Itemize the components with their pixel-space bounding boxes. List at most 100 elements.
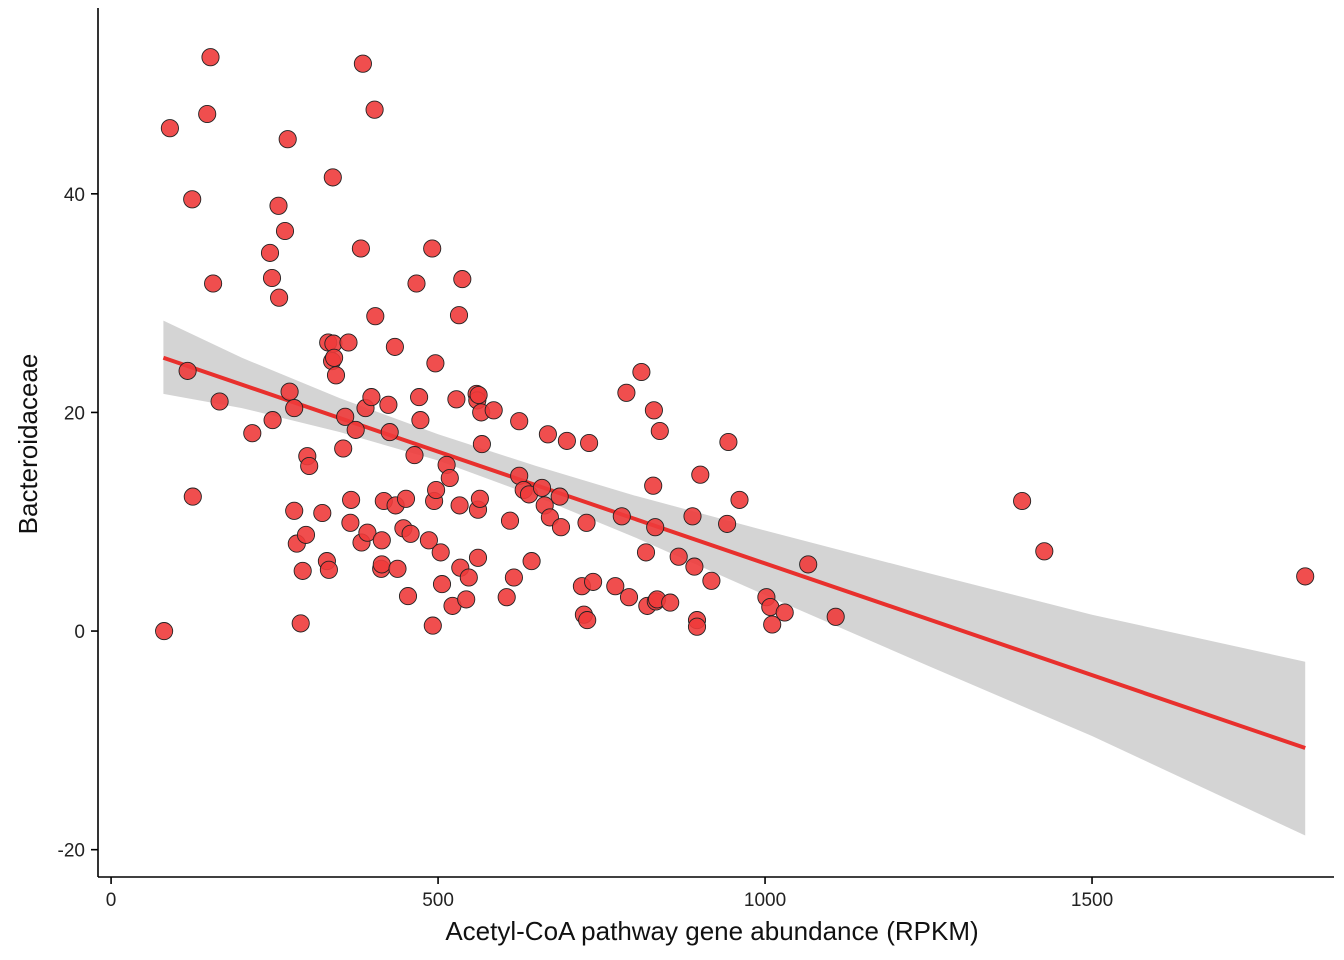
- data-point: [469, 385, 488, 405]
- data-point: [644, 476, 663, 495]
- data-point: [1035, 542, 1054, 561]
- data-point: [432, 575, 452, 594]
- data-point: [538, 425, 557, 444]
- x-tick-label: 1500: [1071, 890, 1113, 911]
- data-point: [300, 456, 319, 476]
- confidence-band: [163, 320, 1306, 836]
- x-tick-label: 0: [106, 890, 117, 911]
- data-point: [334, 439, 353, 458]
- data-point: [325, 348, 344, 367]
- data-point: [313, 503, 332, 523]
- data-point: [398, 587, 418, 606]
- data-point: [183, 190, 202, 209]
- data-point: [577, 513, 596, 532]
- data-point: [285, 501, 304, 520]
- data-point: [291, 614, 310, 633]
- data-point: [683, 507, 702, 526]
- data-point: [687, 617, 707, 636]
- data-point: [263, 411, 282, 430]
- data-point: [449, 306, 469, 325]
- data-point: [578, 611, 597, 630]
- data-point: [201, 48, 220, 67]
- data-point: [484, 401, 503, 420]
- data-point: [636, 543, 656, 562]
- data-point: [826, 607, 845, 626]
- data-point: [459, 568, 478, 587]
- data-point: [551, 518, 571, 537]
- data-point: [372, 555, 391, 574]
- data-point: [275, 221, 295, 241]
- data-point: [365, 100, 384, 119]
- data-point: [210, 392, 229, 411]
- data-point: [285, 399, 304, 418]
- y-axis-title: Bacteroidaceae: [13, 354, 43, 535]
- data-point: [323, 168, 342, 187]
- data-point: [326, 366, 346, 385]
- data-point: [580, 433, 599, 453]
- data-point: [644, 401, 663, 420]
- data-point: [1296, 567, 1315, 586]
- data-point: [293, 561, 312, 580]
- data-point: [1013, 491, 1032, 511]
- data-point: [419, 531, 438, 550]
- data-point: [510, 412, 529, 431]
- data-point: [362, 388, 381, 407]
- data-point: [691, 465, 710, 484]
- confidence-band-layer: [163, 320, 1306, 836]
- data-point: [155, 622, 174, 641]
- data-point: [366, 307, 385, 326]
- data-point: [730, 490, 749, 509]
- regression-line: [162, 355, 1306, 750]
- axes-layer: 0 500 1000 1500 -20 0 20 40: [58, 8, 1334, 911]
- data-point: [646, 518, 665, 537]
- data-point: [260, 243, 280, 262]
- data-point: [522, 552, 541, 571]
- data-point: [440, 468, 459, 488]
- data-point: [685, 557, 704, 576]
- data-point: [396, 489, 416, 508]
- x-tick-label: 500: [422, 890, 454, 911]
- data-point: [427, 480, 446, 500]
- data-point: [718, 514, 737, 533]
- y-tick-label: 40: [64, 185, 85, 206]
- data-points-layer: [155, 48, 1315, 641]
- data-point: [423, 616, 442, 635]
- data-point: [183, 487, 202, 506]
- data-point: [388, 559, 407, 578]
- data-point: [763, 615, 782, 634]
- data-point: [270, 288, 289, 307]
- data-point: [584, 572, 603, 591]
- data-point: [426, 354, 445, 373]
- data-point: [178, 361, 197, 380]
- data-point: [661, 593, 680, 612]
- data-point: [431, 543, 450, 562]
- x-axis-title: Acetyl-CoA pathway gene abundance (RPKM): [445, 916, 978, 946]
- data-point: [411, 411, 430, 430]
- y-tick-label: 20: [64, 403, 85, 424]
- y-tick-label: -20: [58, 841, 85, 862]
- data-point: [799, 555, 818, 574]
- data-point: [532, 478, 552, 497]
- data-point: [450, 496, 469, 515]
- data-point: [341, 513, 360, 532]
- data-point: [619, 588, 639, 607]
- data-point: [351, 239, 370, 258]
- data-point: [198, 104, 217, 124]
- data-point: [407, 274, 426, 293]
- data-point: [405, 446, 424, 465]
- data-point: [353, 54, 372, 73]
- data-point: [160, 119, 179, 138]
- data-point: [650, 421, 669, 441]
- data-point: [280, 382, 299, 401]
- data-point: [617, 383, 636, 402]
- data-point: [278, 130, 297, 149]
- data-point: [380, 423, 399, 442]
- data-point: [423, 239, 442, 258]
- data-point: [336, 407, 355, 426]
- data-point: [669, 547, 688, 566]
- data-point: [719, 432, 738, 452]
- data-point: [262, 268, 282, 288]
- data-point: [401, 524, 420, 543]
- data-point: [632, 362, 651, 382]
